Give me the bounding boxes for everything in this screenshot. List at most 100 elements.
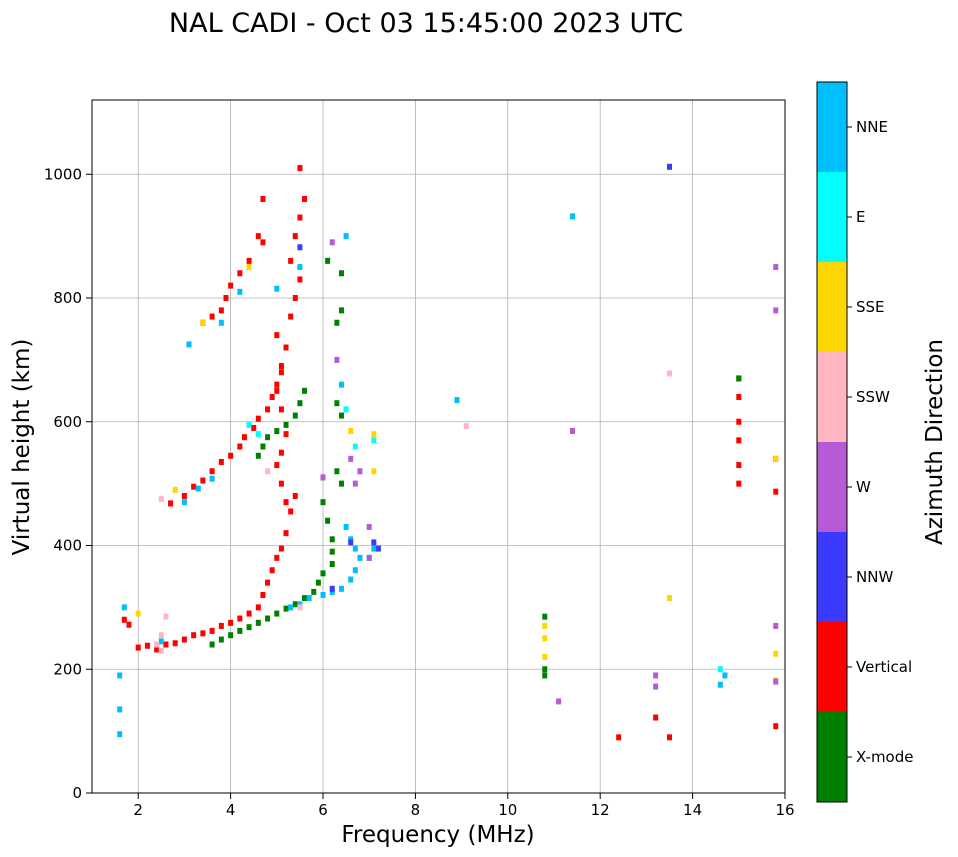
series-nne [117,213,728,738]
point-nne [209,475,215,482]
point-vertical [265,579,271,586]
point-vertical [237,615,243,622]
point-vertical [297,165,303,172]
point-nne [158,638,164,645]
point-nnw [371,539,377,546]
point-vertical [283,431,289,438]
point-e [352,443,358,450]
y-tick-label: 0 [72,784,82,802]
point-nne [348,536,354,543]
chart-title: NAL CADI - Oct 03 15:45:00 2023 UTC [169,8,683,39]
point-x-mode [255,619,261,626]
point-nne [186,341,192,348]
point-ssw [158,647,164,654]
colorbar-tick-label: X-mode [856,748,913,766]
point-vertical [283,530,289,537]
point-nnw [348,539,354,546]
colorbar-segment [817,262,847,352]
point-nne [320,592,326,598]
point-x-mode [311,588,317,595]
point-vertical [736,480,742,487]
point-nne [288,604,294,611]
data-points [117,163,779,741]
point-vertical [278,449,284,456]
point-sse [773,455,779,462]
point-w [773,307,779,314]
x-axis-ticks: 2 4 6 8 10 12 14 16 [133,793,795,819]
point-vertical [269,567,275,574]
y-axis-label: Virtual height (km) [9,339,35,556]
point-x-mode [542,613,548,620]
point-w [366,523,372,530]
point-w [773,678,779,685]
colorbar-tick-label: SSE [856,298,885,316]
point-x-mode [274,610,280,617]
y-tick-label: 400 [53,537,82,555]
point-vertical [292,295,298,301]
point-vertical [773,488,779,495]
point-vertical [260,239,266,246]
point-w [773,264,779,271]
point-w [653,672,659,679]
point-nne [274,285,280,292]
point-vertical [260,592,266,598]
point-vertical [218,622,224,629]
colorbar-tick-label: SSW [856,388,890,406]
point-vertical [274,332,280,339]
point-x-mode [338,412,344,419]
point-nne [722,672,728,679]
point-vertical [736,462,742,469]
y-tick-label: 600 [53,413,82,431]
point-ssw [163,613,169,620]
point-sse [371,468,377,475]
point-w [329,239,335,246]
point-vertical [218,307,224,314]
point-vertical [265,406,271,413]
point-x-mode [297,400,303,407]
point-vertical [191,632,197,639]
series-e [246,406,723,673]
point-vertical [274,387,280,394]
point-x-mode [320,570,326,577]
point-vertical [228,282,234,289]
point-vertical [163,641,169,648]
colorbar-segment [817,622,847,712]
point-vertical [181,636,187,643]
point-x-mode [325,517,331,524]
point-vertical [209,627,215,634]
point-x-mode [237,627,243,634]
point-x-mode [542,672,548,679]
point-vertical [191,483,197,490]
point-nne [297,601,303,608]
point-vertical [274,462,280,469]
point-vertical [223,295,229,301]
point-vertical [288,257,294,264]
point-vertical [274,554,280,561]
point-x-mode [274,428,280,435]
point-x-mode [329,561,335,568]
y-tick-label: 800 [53,289,82,307]
point-vertical [297,276,303,283]
point-nne [195,485,201,492]
point-vertical [269,394,275,400]
point-vertical [246,610,252,617]
point-vertical [278,363,284,370]
y-tick-label: 200 [53,660,82,678]
point-nne [117,672,123,679]
point-x-mode [209,641,215,648]
x-tick-label: 2 [133,801,143,819]
colorbar-segment [817,712,847,802]
point-vertical [616,734,622,741]
point-x-mode [302,387,308,394]
y-axis-ticks: 0 200 400 600 800 1000 [44,165,92,802]
point-nne [181,499,187,506]
point-nne [352,545,358,552]
point-x-mode [329,548,335,555]
series-x-mode [209,257,742,679]
point-x-mode [338,270,344,277]
point-sse [172,486,178,493]
point-w [334,356,340,363]
point-vertical [209,468,215,475]
point-nne [343,233,349,240]
point-x-mode [542,666,548,673]
